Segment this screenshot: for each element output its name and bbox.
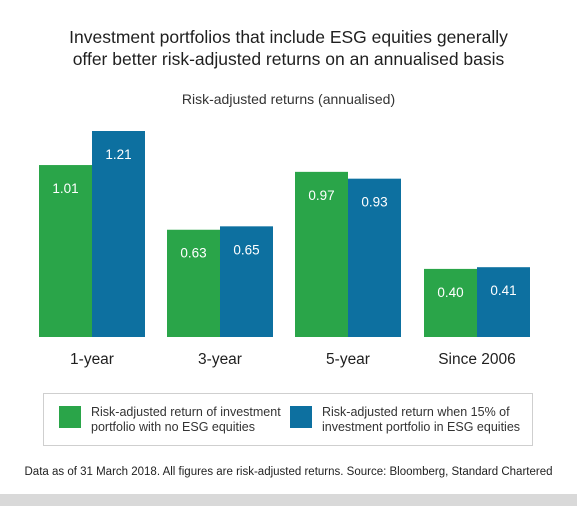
- category-label-1-year: 1-year: [70, 351, 114, 368]
- chart-title-line-2: offer better risk-adjusted returns on an…: [72, 49, 505, 69]
- legend-label-with-esg: Risk-adjusted return when 15% of investm…: [322, 405, 521, 434]
- chart-subtitle: Risk-adjusted returns (annualised): [181, 91, 396, 107]
- category-label-3-year: 3-year: [198, 351, 242, 368]
- bottom-band: [0, 494, 577, 506]
- data-label-5-year-no-esg: 0.97: [308, 188, 334, 203]
- bar-chart: 1.01 1.21 1-year 0.63 0.65 3-year 0.97 0.93 5-ye…: [39, 131, 530, 368]
- category-label-since-2006: Since 2006: [438, 351, 516, 368]
- legend-swatch-with-esg: [290, 406, 312, 428]
- bar-5-year-no-esg: [295, 171, 348, 337]
- bar-since-2006-no-esg: [424, 268, 477, 337]
- chart-title: Investment portfolios that include ESG e…: [0, 26, 577, 70]
- legend-swatch-no-esg: [59, 406, 81, 428]
- bar-1-year-with-esg: [92, 131, 145, 337]
- bar-1-year-no-esg: [39, 165, 92, 337]
- data-label-5-year-with-esg: 0.93: [361, 195, 387, 210]
- chart-legend: Risk-adjusted return of investment portf…: [43, 393, 533, 446]
- source-footnote: Data as of 31 March 2018. All figures ar…: [24, 466, 553, 478]
- bar-5-year-with-esg: [348, 178, 401, 337]
- bar-3-year-with-esg: [220, 226, 273, 337]
- data-label-since-2006-with-esg: 0.41: [490, 283, 516, 298]
- data-label-3-year-no-esg: 0.63: [180, 246, 206, 261]
- data-label-since-2006-no-esg: 0.40: [437, 285, 463, 300]
- bar-3-year-no-esg: [167, 229, 220, 337]
- category-label-5-year: 5-year: [326, 351, 370, 368]
- legend-label-no-esg: Risk-adjusted return of investment portf…: [91, 405, 281, 434]
- data-label-3-year-with-esg: 0.65: [233, 242, 259, 257]
- data-label-1-year-no-esg: 1.01: [52, 181, 78, 196]
- bar-since-2006-with-esg: [477, 267, 530, 337]
- chart-title-line-1: Investment portfolios that include ESG e…: [69, 27, 508, 47]
- data-label-1-year-with-esg: 1.21: [105, 147, 131, 162]
